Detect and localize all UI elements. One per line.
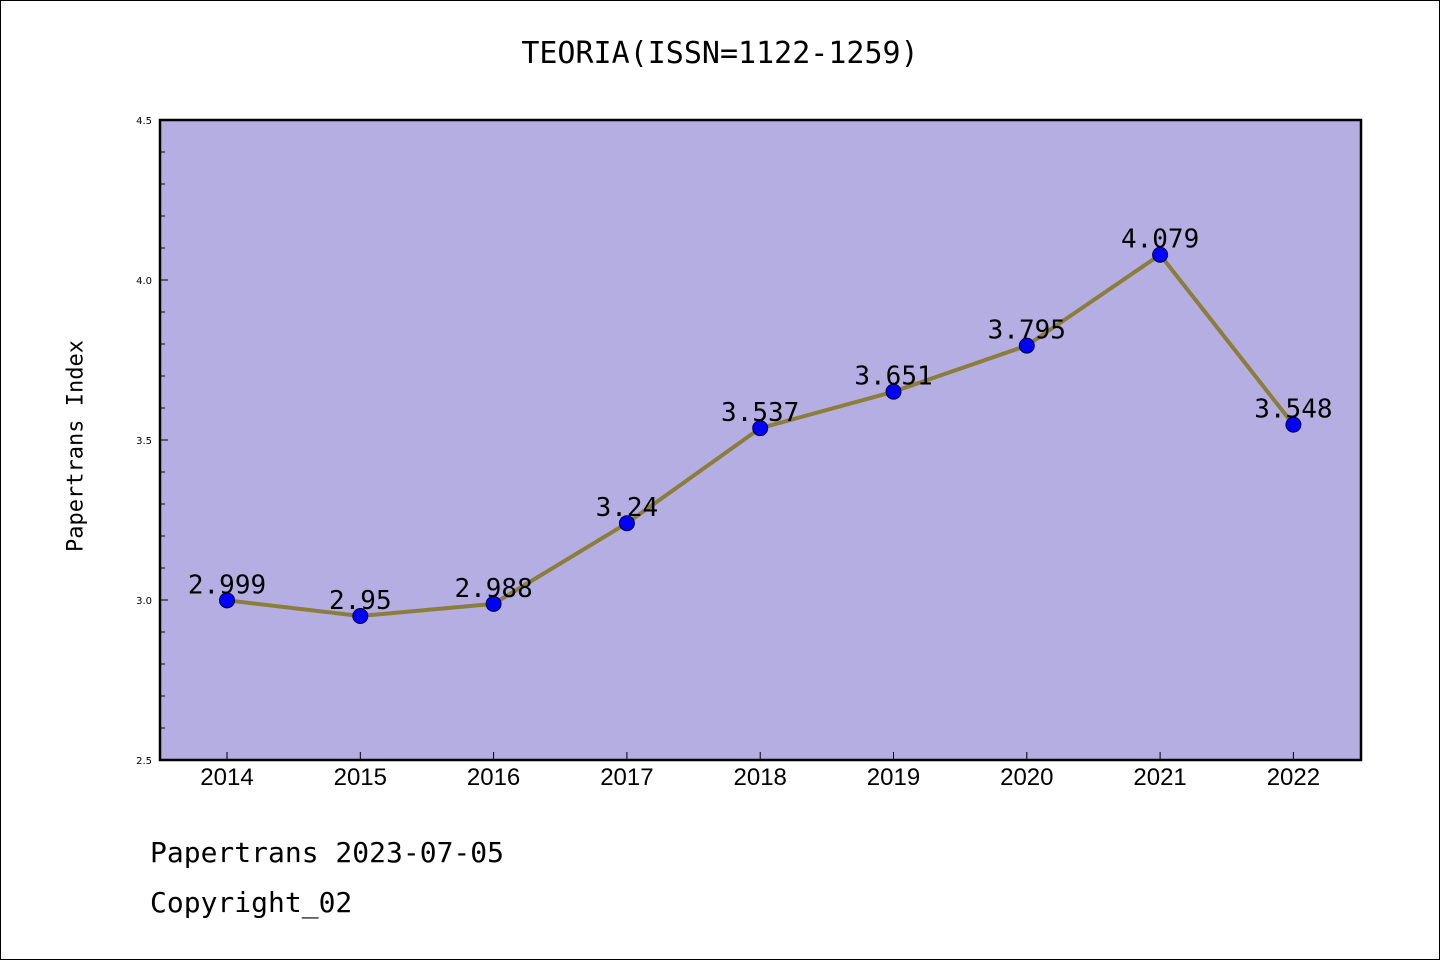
plot-border bbox=[158, 118, 1363, 762]
x-tick-label: 2016 bbox=[467, 764, 520, 791]
data-point bbox=[1152, 246, 1169, 263]
data-label: 2.999 bbox=[188, 570, 266, 600]
data-label: 3.537 bbox=[721, 398, 799, 428]
data-label: 3.548 bbox=[1254, 395, 1332, 425]
data-label: 3.651 bbox=[854, 362, 932, 392]
x-tick-label: 2015 bbox=[334, 764, 387, 791]
data-point bbox=[1018, 337, 1035, 354]
x-tick-label: 2018 bbox=[734, 764, 787, 791]
x-tick-label: 2022 bbox=[1267, 764, 1320, 791]
x-tick-label: 2020 bbox=[1000, 764, 1053, 791]
data-point bbox=[618, 515, 635, 532]
footer-date: Papertrans 2023-07-05 bbox=[150, 836, 505, 869]
data-label: 3.24 bbox=[596, 493, 659, 523]
y-tick-label: 4.0 bbox=[136, 276, 152, 287]
y-tick-label: 2.5 bbox=[136, 756, 152, 767]
data-label: 2.95 bbox=[329, 586, 392, 616]
data-point bbox=[352, 608, 369, 624]
data-label: 4.079 bbox=[1121, 225, 1199, 255]
y-tick-label: 4.5 bbox=[136, 116, 152, 127]
data-point bbox=[885, 383, 902, 400]
x-tick-label: 2014 bbox=[200, 764, 253, 791]
chart-title: TEORIA(ISSN=1122-1259) bbox=[521, 36, 919, 71]
data-point bbox=[1285, 416, 1302, 433]
data-point bbox=[752, 420, 769, 437]
footer-copyright: Copyright_02 bbox=[150, 886, 353, 919]
data-label: 3.795 bbox=[988, 316, 1066, 346]
data-label: 2.988 bbox=[454, 574, 532, 604]
x-tick-label: 2017 bbox=[600, 764, 653, 791]
x-tick-label: 2021 bbox=[1133, 764, 1186, 791]
x-tick-label: 2019 bbox=[867, 764, 920, 791]
data-point bbox=[485, 595, 502, 612]
y-tick-label: 3.0 bbox=[136, 596, 152, 607]
y-tick-label: 3.5 bbox=[136, 436, 152, 447]
plot-area bbox=[160, 120, 1361, 760]
data-point bbox=[219, 592, 235, 609]
